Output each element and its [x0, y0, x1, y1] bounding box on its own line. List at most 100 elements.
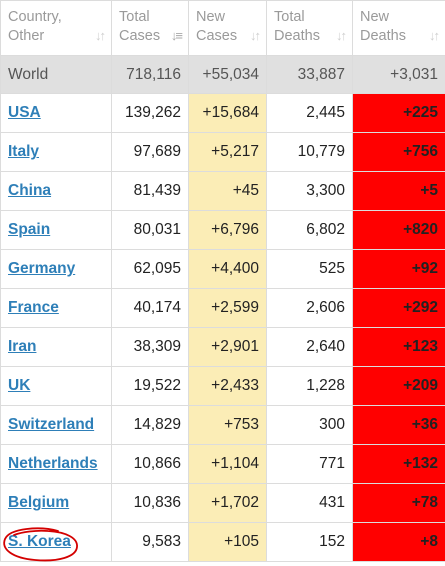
header-country-line2: Other: [8, 28, 45, 44]
table-row: Spain 80,031 +6,796 6,802 +820: [0, 210, 445, 250]
header-new-deaths-line2: Deaths: [360, 28, 406, 44]
sort-descending-icon[interactable]: ↓≡: [170, 28, 183, 43]
country-link[interactable]: Switzerland: [8, 416, 95, 433]
new-deaths-cell: +292: [352, 288, 445, 328]
country-cell: Italy: [0, 132, 112, 172]
country-cell: Spain: [0, 210, 112, 250]
new-cases-cell: +2,433: [188, 366, 267, 406]
country-link[interactable]: Netherlands: [8, 455, 98, 472]
total-deaths-cell: 2,445: [266, 93, 353, 133]
total-deaths-cell: 2,606: [266, 288, 353, 328]
country-link[interactable]: China: [8, 182, 52, 199]
world-row: World 718,116 +55,034 33,887 +3,031: [0, 55, 445, 94]
sort-arrows-icon[interactable]: ↓↑: [95, 28, 106, 43]
new-deaths-cell: +78: [352, 483, 445, 523]
header-total-deaths[interactable]: Total Deaths ↓↑: [266, 0, 353, 56]
table-row: S. Korea 9,583 +105 152 +8: [0, 522, 445, 562]
sort-arrows-icon[interactable]: ↓↑: [429, 28, 440, 43]
new-deaths-cell: +820: [352, 210, 445, 250]
header-new-cases-line2: Cases: [196, 28, 238, 44]
header-country[interactable]: Country, Other ↓↑: [0, 0, 112, 56]
new-deaths-cell: +132: [352, 444, 445, 484]
total-cases-cell: 80,031: [111, 210, 189, 250]
country-cell: USA: [0, 93, 112, 133]
total-deaths-cell: 2,640: [266, 327, 353, 367]
new-cases-cell: +6,796: [188, 210, 267, 250]
new-cases-cell: +105: [188, 522, 267, 562]
total-deaths-cell: 1,228: [266, 366, 353, 406]
country-cell: UK: [0, 366, 112, 406]
new-cases-cell: +1,104: [188, 444, 267, 484]
country-link[interactable]: Germany: [8, 260, 76, 277]
new-deaths-cell: +756: [352, 132, 445, 172]
header-new-cases-line1: New: [196, 9, 226, 25]
header-new-deaths[interactable]: New Deaths ↓↑: [352, 0, 445, 56]
table-row: UK 19,522 +2,433 1,228 +209: [0, 366, 445, 406]
sort-arrows-icon[interactable]: ↓↑: [336, 28, 347, 43]
table-row: France 40,174 +2,599 2,606 +292: [0, 288, 445, 328]
new-deaths-cell: +209: [352, 366, 445, 406]
table-row: Germany 62,095 +4,400 525 +92: [0, 249, 445, 289]
total-cases-cell: 14,829: [111, 405, 189, 445]
total-deaths-cell: 3,300: [266, 171, 353, 211]
country-cell: Iran: [0, 327, 112, 367]
total-cases-cell: 19,522: [111, 366, 189, 406]
world-new-deaths: +3,031: [352, 55, 445, 94]
total-deaths-cell: 6,802: [266, 210, 353, 250]
total-cases-cell: 10,836: [111, 483, 189, 523]
sort-arrows-icon[interactable]: ↓↑: [250, 28, 261, 43]
total-cases-cell: 97,689: [111, 132, 189, 172]
country-link[interactable]: Italy: [8, 143, 40, 160]
header-total-deaths-line2: Deaths: [274, 28, 320, 44]
header-total-cases-line2: Cases: [119, 28, 161, 44]
header-total-cases[interactable]: Total Cases ↓≡: [111, 0, 189, 56]
country-cell: Belgium: [0, 483, 112, 523]
new-deaths-cell: +225: [352, 93, 445, 133]
country-link[interactable]: S. Korea: [8, 533, 71, 550]
table-row: Italy 97,689 +5,217 10,779 +756: [0, 132, 445, 172]
country-cell: S. Korea: [0, 522, 112, 562]
total-cases-cell: 38,309: [111, 327, 189, 367]
table-row: China 81,439 +45 3,300 +5: [0, 171, 445, 211]
new-cases-cell: +5,217: [188, 132, 267, 172]
new-deaths-cell: +92: [352, 249, 445, 289]
total-deaths-cell: 10,779: [266, 132, 353, 172]
country-cell: Netherlands: [0, 444, 112, 484]
new-cases-cell: +1,702: [188, 483, 267, 523]
new-deaths-cell: +123: [352, 327, 445, 367]
total-cases-cell: 40,174: [111, 288, 189, 328]
new-cases-cell: +15,684: [188, 93, 267, 133]
world-name: World: [0, 55, 112, 94]
new-cases-cell: +753: [188, 405, 267, 445]
country-link[interactable]: Iran: [8, 338, 37, 355]
new-cases-cell: +2,901: [188, 327, 267, 367]
country-link[interactable]: UK: [8, 377, 31, 394]
new-cases-cell: +45: [188, 171, 267, 211]
table-row: Switzerland 14,829 +753 300 +36: [0, 405, 445, 445]
table-row: USA 139,262 +15,684 2,445 +225: [0, 93, 445, 133]
new-deaths-cell: +8: [352, 522, 445, 562]
country-link[interactable]: USA: [8, 104, 41, 121]
header-new-cases[interactable]: New Cases ↓↑: [188, 0, 267, 56]
country-cell: China: [0, 171, 112, 211]
world-total-cases: 718,116: [111, 55, 189, 94]
total-deaths-cell: 771: [266, 444, 353, 484]
country-link[interactable]: Belgium: [8, 494, 70, 511]
country-cell: Switzerland: [0, 405, 112, 445]
table-row: Belgium 10,836 +1,702 431 +78: [0, 483, 445, 523]
total-deaths-cell: 300: [266, 405, 353, 445]
total-cases-cell: 10,866: [111, 444, 189, 484]
header-country-line1: Country,: [8, 9, 62, 25]
new-cases-cell: +2,599: [188, 288, 267, 328]
new-deaths-cell: +5: [352, 171, 445, 211]
total-deaths-cell: 525: [266, 249, 353, 289]
header-total-cases-line1: Total: [119, 9, 150, 25]
world-new-cases: +55,034: [188, 55, 267, 94]
country-link[interactable]: Spain: [8, 221, 51, 238]
country-link[interactable]: France: [8, 299, 59, 316]
header-new-deaths-line1: New: [360, 9, 390, 25]
total-deaths-cell: 431: [266, 483, 353, 523]
table-row: Iran 38,309 +2,901 2,640 +123: [0, 327, 445, 367]
